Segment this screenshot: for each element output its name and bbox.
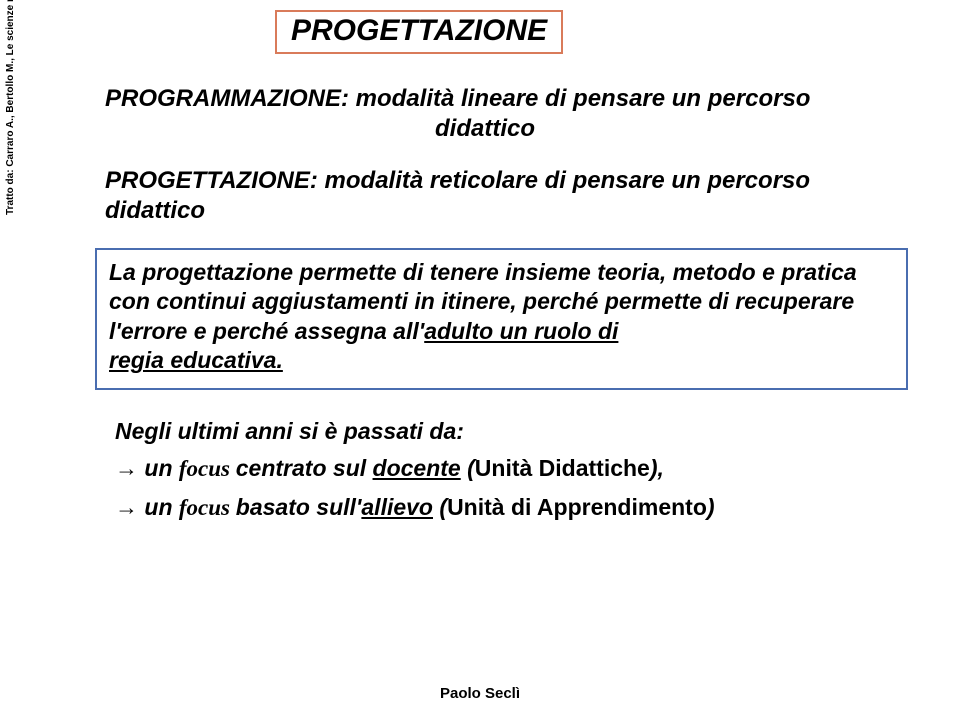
page-title: PROGETTAZIONE bbox=[291, 14, 547, 47]
paragraph-programmazione: PROGRAMMAZIONE: modalità lineare di pens… bbox=[105, 84, 905, 144]
box-underline-2: regia educativa. bbox=[109, 347, 283, 373]
b1-paren: Unità Didattiche bbox=[475, 455, 650, 481]
b1-a: un bbox=[138, 455, 179, 481]
b1-b: centrato sul bbox=[236, 455, 373, 481]
b2-a: un bbox=[138, 494, 179, 520]
b2-b: basato sull' bbox=[236, 494, 362, 520]
box-text: La progettazione permette di tenere insi… bbox=[109, 259, 857, 373]
footer-author: Paolo Seclì bbox=[0, 685, 960, 702]
bullet-1: → un focus centrato sul docente (Unità D… bbox=[115, 455, 930, 482]
b1-d: ), bbox=[650, 455, 664, 481]
b2-paren: Unità di Apprendimento bbox=[447, 494, 707, 520]
highlight-box: La progettazione permette di tenere insi… bbox=[95, 248, 908, 390]
b2-underline: allievo bbox=[361, 494, 433, 520]
side-citation: Tratto da: Carraro A., Bertollo M., Le s… bbox=[5, 0, 16, 215]
b1-underline: docente bbox=[373, 455, 461, 481]
para1-line1: PROGRAMMAZIONE: modalità lineare di pens… bbox=[105, 85, 810, 112]
b2-c: ( bbox=[433, 494, 447, 520]
b2-focus: focus bbox=[179, 495, 236, 520]
arrow-icon: → bbox=[115, 455, 138, 481]
para1-line2: didattico bbox=[65, 114, 905, 144]
bullet-2: → un focus basato sull'allievo (Unità di… bbox=[115, 494, 930, 521]
arrow-icon: → bbox=[115, 494, 138, 520]
paragraph-progettazione: PROGETTAZIONE: modalità reticolare di pe… bbox=[105, 166, 905, 226]
title-box: PROGETTAZIONE bbox=[275, 10, 563, 54]
box-underline-1: adulto un ruolo di bbox=[424, 318, 618, 344]
b1-focus: focus bbox=[179, 456, 236, 481]
slide-content: PROGETTAZIONE PROGRAMMAZIONE: modalità l… bbox=[50, 10, 930, 690]
b2-d: ) bbox=[707, 494, 715, 520]
lead-in-text: Negli ultimi anni si è passati da: bbox=[115, 418, 930, 445]
b1-c: ( bbox=[461, 455, 475, 481]
